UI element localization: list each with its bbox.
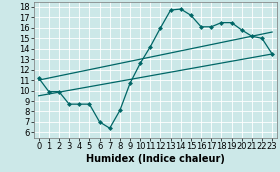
X-axis label: Humidex (Indice chaleur): Humidex (Indice chaleur) — [86, 154, 225, 164]
